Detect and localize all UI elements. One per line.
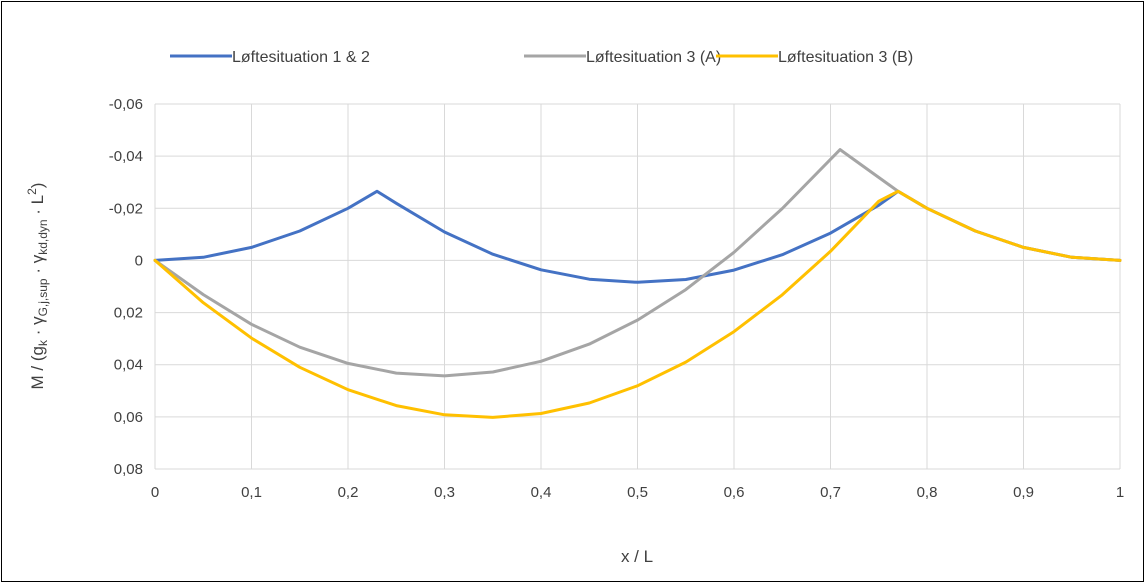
y-tick-label: 0,04: [114, 357, 143, 374]
series-lines: [153, 148, 1122, 419]
y-axis-title-sub1: k: [36, 339, 50, 346]
y-axis-title-sup: 2: [25, 188, 39, 195]
y-axis-title-suffix: ): [28, 183, 47, 189]
y-axis-title-sub2: G,j,sup: [36, 278, 50, 316]
x-tick-label: 0,2: [338, 484, 359, 501]
x-tick-label: 0,4: [531, 484, 552, 501]
x-tick-label: 1: [1116, 484, 1124, 501]
y-tick-label: 0,08: [114, 461, 143, 478]
x-tick-label: 0,5: [627, 484, 648, 501]
y-axis-title-prefix: M / (g: [28, 346, 47, 389]
legend-label-1: Løftesituation 1 & 2: [232, 49, 370, 66]
y-axis-title-mid2: · γ: [28, 254, 47, 278]
x-tick-label: 0,6: [724, 484, 745, 501]
x-tick-label: 0,3: [434, 484, 455, 501]
y-axis-title-mid1: · γ: [28, 316, 47, 340]
x-tick-label: 0,8: [917, 484, 938, 501]
y-axis-ticks: -0,06 -0,04 -0,02 0 0,02 0,04 0,06 0,08: [109, 96, 143, 478]
x-tick-label: 0,7: [820, 484, 841, 501]
x-axis-title: x / L: [621, 547, 653, 566]
y-tick-label: 0,02: [114, 305, 143, 322]
x-tick-label: 0: [151, 484, 159, 501]
y-axis-title: M / (gk · γG,j,sup · γkd,dyn · L2): [25, 183, 50, 390]
y-tick-label: -0,06: [109, 96, 143, 113]
y-axis-title-sub3: kd,dyn: [36, 219, 50, 254]
gridlines: [154, 103, 1121, 470]
legend-label-3: Løftesituation 3 (B): [778, 49, 913, 66]
x-tick-label: 0,1: [241, 484, 262, 501]
y-tick-label: 0: [135, 252, 143, 269]
y-axis-title-mid3: · L: [28, 195, 47, 220]
y-tick-label: -0,02: [109, 200, 143, 217]
legend-label-2: Løftesituation 3 (A): [586, 49, 721, 66]
y-tick-label: 0,06: [114, 409, 143, 426]
x-axis-ticks: 0 0,1 0,2 0,3 0,4 0,5 0,6 0,7 0,8 0,9 1: [151, 484, 1124, 501]
legend: Løftesituation 1 & 2 Løftesituation 3 (A)…: [170, 49, 913, 66]
y-tick-label: -0,04: [109, 148, 143, 165]
x-tick-label: 0,9: [1013, 484, 1034, 501]
series-line-3: [153, 189, 1122, 419]
